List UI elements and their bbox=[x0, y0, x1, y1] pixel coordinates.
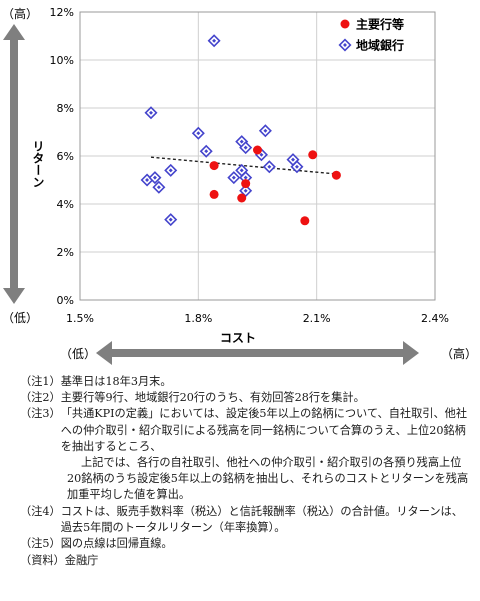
y-axis-title: リターン bbox=[31, 140, 45, 188]
legend-marker-regional-banks bbox=[338, 38, 352, 52]
data-point-major-bank bbox=[209, 161, 219, 171]
note-text: 主要行等9行、地域銀行20行のうち、有効回答28行を集計。 bbox=[60, 391, 365, 405]
note-5: （注5） 図の点線は回帰直線。 bbox=[20, 536, 470, 552]
data-point-major-bank bbox=[241, 179, 251, 189]
data-point-major-bank bbox=[209, 189, 219, 199]
data-point-major-bank bbox=[237, 193, 247, 203]
source-note: （資料） 金融庁 bbox=[20, 553, 470, 569]
chart: （高） （低） リターン 0% 2% 4% 6% 8% 10% 12% 1.5% 1.8% 2.… bbox=[2, 6, 477, 365]
data-point-regional-bank bbox=[164, 163, 178, 177]
y-axis-high-label: （高） bbox=[2, 6, 38, 21]
y-tick-label: 12% bbox=[50, 6, 74, 19]
data-point-regional-bank bbox=[199, 144, 213, 158]
data-point-regional-bank bbox=[191, 126, 205, 140]
x-axis-title: コスト bbox=[220, 331, 256, 345]
x-tick-label: 2.4% bbox=[421, 312, 449, 325]
data-point-major-bank bbox=[308, 150, 318, 160]
x-axis-arrow bbox=[96, 341, 419, 365]
note-text: 基準日は18年3月末。 bbox=[60, 375, 172, 388]
data-point-regional-bank bbox=[227, 171, 241, 185]
y-tick-label: 6% bbox=[57, 150, 74, 163]
note-1: （注1） 基準日は18年3月末。 bbox=[20, 374, 470, 390]
source-text: 金融庁 bbox=[64, 554, 99, 568]
notes: （注1） 基準日は18年3月末。 （注2） 主要行等9行、地域銀行20行のうち、… bbox=[20, 374, 470, 569]
legend: 主要行等 地域銀行 bbox=[338, 17, 404, 53]
data-point-regional-bank bbox=[164, 213, 178, 227]
legend-label-regional-banks: 地域銀行 bbox=[356, 38, 404, 53]
plot-area bbox=[79, 11, 436, 301]
data-point-regional-bank bbox=[239, 184, 253, 198]
x-axis-high-label: （高） bbox=[441, 346, 477, 361]
x-tick-label: 2.1% bbox=[303, 312, 331, 325]
data-point-major-bank bbox=[253, 145, 262, 155]
y-tick-label: 10% bbox=[50, 54, 74, 67]
note-4: （注4） コストは、販売手数料率（税込）と信託報酬率（税込）の合計値。リターンは… bbox=[20, 504, 470, 536]
note-text: 図の点線は回帰直線。 bbox=[60, 537, 173, 551]
x-tick-label: 1.5% bbox=[66, 312, 94, 325]
data-point-major-bank bbox=[300, 216, 310, 226]
note-3-continued: 上記では、各行の自社取引、他社への仲介取引・紹介取引の各預り残高上位20銘柄のう… bbox=[67, 456, 469, 502]
source-label: （資料） bbox=[20, 554, 65, 568]
note-3: （注3） 「共通KPIの定義」においては、設定後5年以上の銘柄について、自社取引… bbox=[20, 406, 470, 455]
y-axis-arrow bbox=[3, 24, 25, 304]
y-tick-label: 2% bbox=[57, 246, 74, 259]
data-point-regional-bank bbox=[144, 106, 158, 120]
note-label: （注1） bbox=[20, 375, 61, 388]
note-label: （注3） bbox=[20, 407, 61, 421]
y-ticks: 0% 2% 4% 6% 8% 10% 12% bbox=[50, 6, 74, 307]
note-label: （注5） bbox=[20, 537, 61, 551]
data-point-regional-bank bbox=[207, 34, 221, 48]
data-point-regional-bank bbox=[290, 160, 304, 174]
data-point-major-bank bbox=[331, 170, 341, 180]
trendline bbox=[150, 156, 337, 175]
data-point-regional-bank bbox=[262, 160, 276, 174]
y-tick-label: 8% bbox=[57, 102, 74, 115]
note-text: 「共通KPIの定義」においては、設定後5年以上の銘柄について、自社取引、他社への… bbox=[60, 407, 468, 453]
y-axis-low-label: （低） bbox=[2, 311, 38, 325]
legend-marker-major-banks bbox=[340, 19, 350, 29]
note-label: （注2） bbox=[20, 391, 61, 405]
data-point-regional-bank bbox=[148, 171, 162, 185]
legend-label-major-banks: 主要行等 bbox=[356, 17, 404, 32]
x-ticks: 1.5% 1.8% 2.1% 2.4% bbox=[66, 312, 449, 325]
note-2: （注2） 主要行等9行、地域銀行20行のうち、有効回答28行を集計。 bbox=[20, 390, 470, 406]
note-text: コストは、販売手数料率（税込）と信託報酬率（税込）の合計値。リターンは、過去5年… bbox=[60, 504, 463, 534]
data-point-regional-bank bbox=[239, 141, 253, 155]
data-point-regional-bank bbox=[258, 124, 272, 138]
y-tick-label: 4% bbox=[57, 198, 74, 211]
x-tick-label: 1.8% bbox=[184, 312, 212, 325]
x-axis-low-label: （低） bbox=[60, 347, 96, 361]
y-tick-label: 0% bbox=[57, 294, 74, 307]
data-points bbox=[140, 34, 341, 227]
data-point-regional-bank bbox=[152, 180, 166, 194]
note-label: （注4） bbox=[20, 504, 61, 518]
